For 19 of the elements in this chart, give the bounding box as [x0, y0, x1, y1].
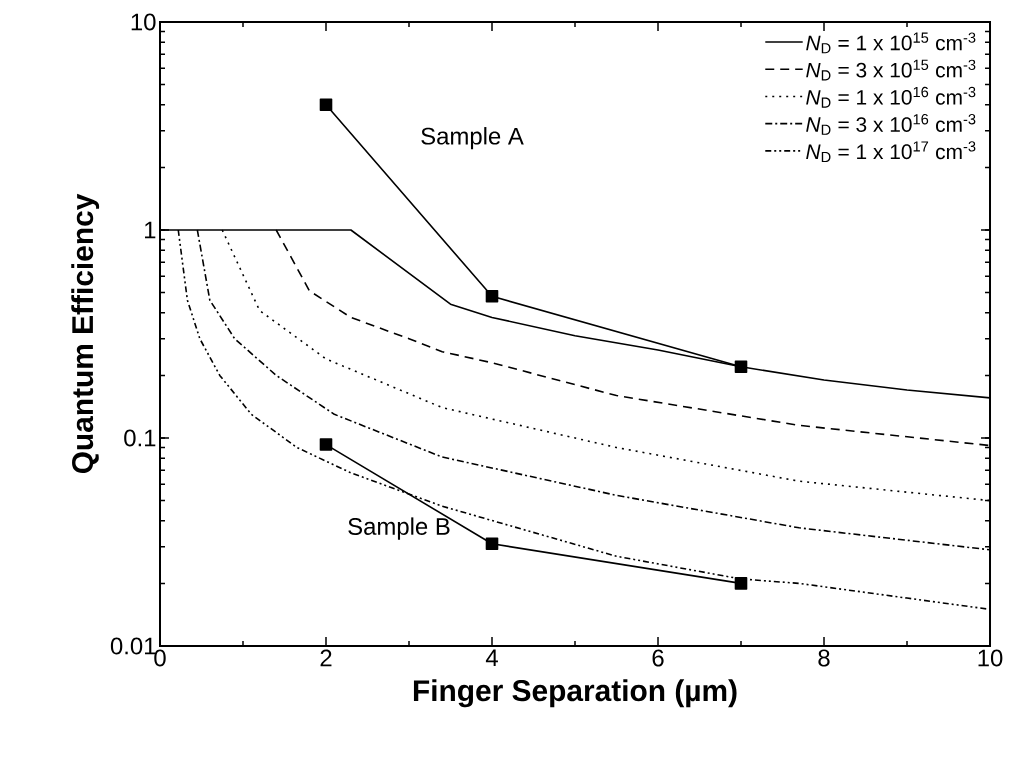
y-tick-label: 10 [131, 13, 156, 31]
series-label: Sample A [421, 127, 524, 150]
y-axis-title: Quantum Efficiency [71, 193, 100, 474]
x-tick-label: 2 [320, 649, 332, 667]
legend-label: N$_{D}$ = 3 x 10$^{15}$ cm$^{-3}$ [806, 59, 976, 81]
x-tick-label: 4 [485, 649, 498, 666]
x-tick-label: 8 [818, 649, 830, 667]
legend-label: N$_{D}$ = 1 x 10$^{16}$ cm$^{-3}$ [806, 86, 976, 108]
y-tick-label: 0.1 [124, 429, 156, 447]
x-tick-label: 10 [978, 649, 1003, 667]
x-tick-label: 6 [652, 649, 664, 667]
x-axis-title: Finger Separation (µm) [413, 679, 737, 708]
legend-label: N$_{D}$ = 1 x 10$^{15}$ cm$^{-3}$ [806, 32, 976, 54]
legend-label: N$_{D}$ = 1 x 10$^{17}$ cm$^{-3}$ [806, 141, 976, 163]
x-tick-label: 0 [154, 649, 166, 667]
legend-label: N$_{D}$ = 3 x 10$^{16}$ cm$^{-3}$ [806, 114, 976, 135]
series-label: Sample B [348, 517, 450, 540]
y-tick-label: 0.01 [110, 637, 156, 655]
y-tick-label: 1 [145, 221, 156, 239]
